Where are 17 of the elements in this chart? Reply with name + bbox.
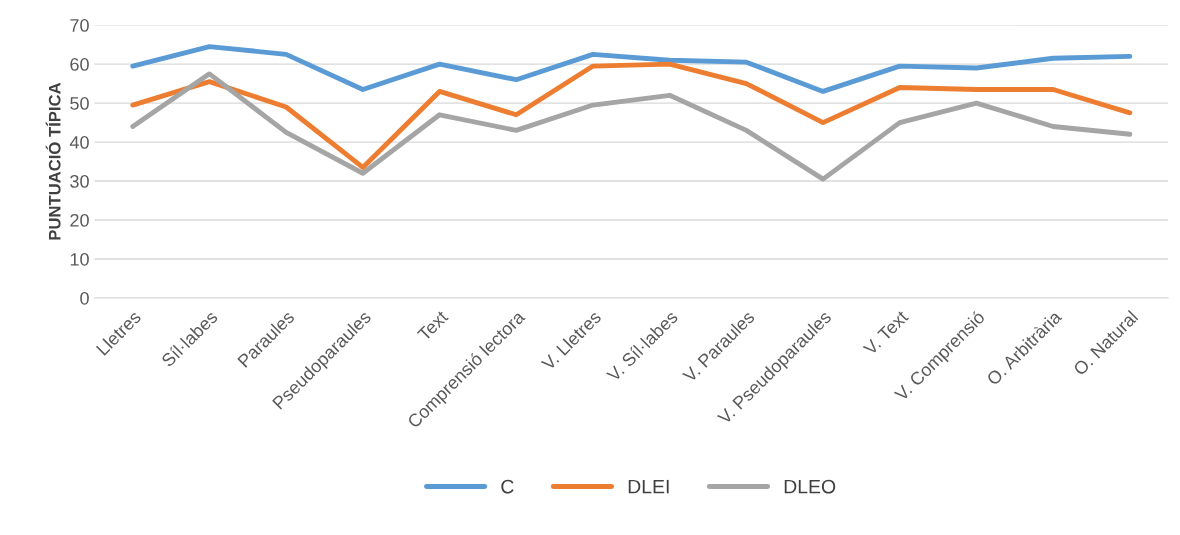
y-tick-label: 60 xyxy=(70,58,89,71)
legend-label: DLEO xyxy=(784,479,836,494)
line-series xyxy=(130,71,1133,182)
line-series xyxy=(130,61,1133,170)
y-tick-label: 20 xyxy=(70,213,89,227)
x-tick-label: V. Text xyxy=(862,309,910,357)
y-axis-title: PUNTUACIÓ TÍPICA xyxy=(45,82,61,240)
y-tick-label: 30 xyxy=(70,174,89,188)
y-tick-label: 10 xyxy=(70,252,89,266)
y-tick-label: 0 xyxy=(80,291,89,305)
line-series xyxy=(130,44,1133,94)
y-tick-label: 70 xyxy=(70,19,89,32)
y-tick-label: 40 xyxy=(69,136,89,149)
x-tick-label: Text xyxy=(416,309,449,342)
legend-label: C xyxy=(501,479,514,494)
y-tick-label: 50 xyxy=(70,97,89,110)
legend-label: DLEI xyxy=(628,479,669,494)
